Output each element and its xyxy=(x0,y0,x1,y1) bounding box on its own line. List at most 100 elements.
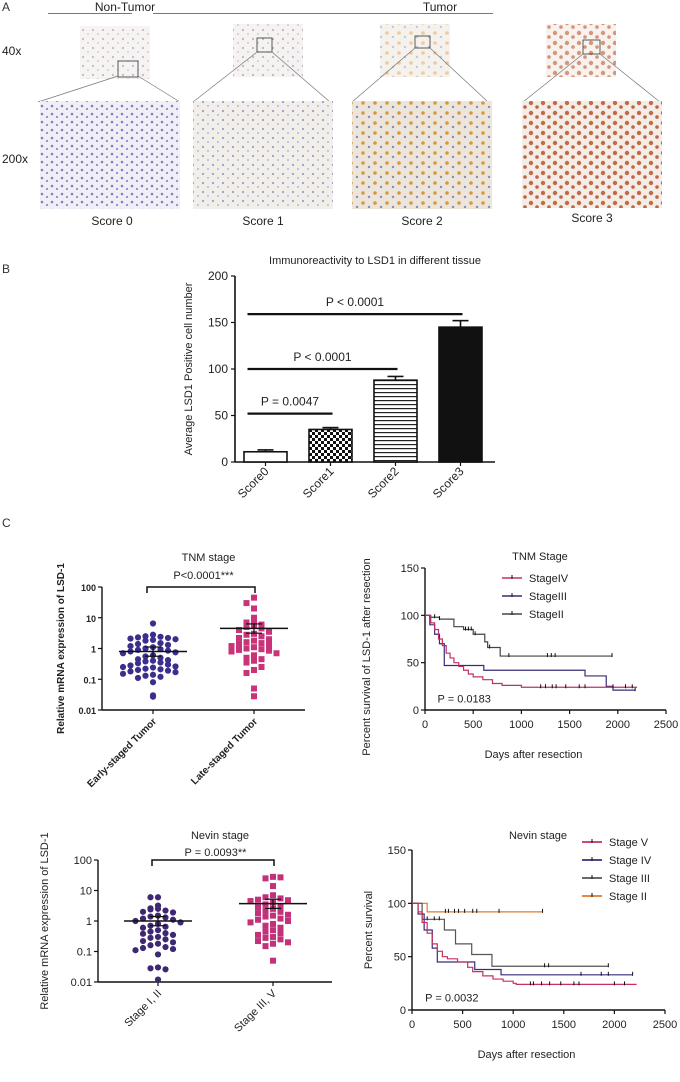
data-point xyxy=(134,674,142,682)
x-tick-label: 2500 xyxy=(653,1019,677,1031)
data-point xyxy=(247,919,254,926)
y-tick-label: 10 xyxy=(80,886,92,898)
data-point xyxy=(154,940,162,947)
y-tick-label: 0.01 xyxy=(78,706,96,716)
y-tick-label: 100 xyxy=(81,583,96,593)
data-point xyxy=(147,942,154,949)
y-tick-label: 50 xyxy=(394,952,406,964)
data-point xyxy=(262,894,269,901)
data-point xyxy=(154,976,162,983)
data-point xyxy=(127,662,134,669)
legend-label: Stage IV xyxy=(609,855,652,867)
x-tick-label: 0 xyxy=(422,719,428,731)
x-tick-label: 500 xyxy=(464,719,482,731)
survival-curve xyxy=(425,614,638,688)
data-point xyxy=(157,666,164,673)
x-tick-label: Late-staged Tumor xyxy=(189,716,260,787)
y-tick-label: 0 xyxy=(221,455,228,469)
data-point xyxy=(258,640,265,647)
y-axis-label: Relative mRNA expression of LSD-1 xyxy=(56,563,67,734)
data-point xyxy=(262,922,269,929)
y-tick-label: 0 xyxy=(400,1005,406,1017)
significance-bracket xyxy=(146,586,256,593)
x-tick-label: 2000 xyxy=(602,1019,626,1031)
data-point xyxy=(262,913,269,920)
legend-label: Stage II xyxy=(609,891,647,903)
survival-chart-nevin: Nevin stage Percent survival Days after re… xyxy=(363,830,677,1061)
data-point xyxy=(164,656,172,664)
data-point xyxy=(134,640,142,648)
data-point xyxy=(277,924,284,931)
significance-bracket xyxy=(151,859,275,866)
data-point xyxy=(139,924,147,931)
x-tick-label: 0 xyxy=(409,1019,415,1031)
data-point xyxy=(243,645,250,652)
group-underline-non-tumor xyxy=(48,13,132,14)
data-point xyxy=(149,631,157,638)
data-point xyxy=(262,943,269,950)
data-point xyxy=(157,673,164,680)
data-point xyxy=(162,914,169,921)
data-point xyxy=(149,693,157,700)
data-point xyxy=(251,685,257,692)
data-point xyxy=(139,915,147,922)
legend-label: StageII xyxy=(529,609,564,621)
y-tick-label: 150 xyxy=(208,316,228,330)
significance-label: P = 0.0047 xyxy=(261,395,319,409)
survival-chart-tnm: TNM Stage Percent survival of LSD-1 after… xyxy=(361,551,678,761)
y-tick-label: 150 xyxy=(388,845,406,857)
zoom-box-score2 xyxy=(414,35,431,49)
data-point xyxy=(177,919,184,926)
data-point xyxy=(262,934,269,941)
chart-title: Immunoreactivity to LSD1 in different ti… xyxy=(269,255,481,267)
data-point xyxy=(243,669,250,676)
y-tick-label: 100 xyxy=(401,610,419,622)
data-point xyxy=(236,646,242,653)
x-tick-label: 2500 xyxy=(654,719,678,731)
data-point xyxy=(164,634,172,642)
survival-curve xyxy=(425,614,613,657)
data-point xyxy=(134,660,142,667)
data-point xyxy=(243,654,250,661)
group-label-non-tumor: Non-Tumor xyxy=(94,0,156,14)
significance-label: P<0.0001*** xyxy=(173,570,234,582)
group-label-tumor: Tumor xyxy=(422,0,458,14)
data-point xyxy=(277,908,284,915)
data-point xyxy=(270,957,276,964)
data-point xyxy=(277,903,284,910)
data-point xyxy=(251,652,257,659)
scatter-chart-nevin: Nevin stage Relative mRNA expression of L… xyxy=(39,830,332,1035)
x-tick-label: Stage I, II xyxy=(122,988,164,1030)
data-point xyxy=(154,905,162,912)
p-value-annotation: P = 0.0183 xyxy=(438,693,491,705)
data-point xyxy=(147,894,154,901)
scatter-chart-tnm: TNM stage Relative mRNA expression of LSD… xyxy=(56,552,305,790)
data-point xyxy=(236,626,242,633)
data-point xyxy=(270,892,276,899)
data-point xyxy=(285,911,291,918)
data-point xyxy=(251,644,257,651)
group-underline-tumor xyxy=(153,13,493,14)
data-point xyxy=(251,666,257,673)
thumbnail-40x-score0 xyxy=(80,26,150,79)
data-point xyxy=(258,633,265,640)
data-point xyxy=(149,620,157,627)
data-point xyxy=(164,647,172,654)
data-point xyxy=(277,930,284,937)
data-point xyxy=(169,939,177,946)
y-tick-label: 100 xyxy=(208,362,228,376)
thumbnail-40x-score1 xyxy=(233,24,303,77)
data-point xyxy=(251,630,257,637)
survival-curve xyxy=(412,902,637,985)
chart-title: Nevin stage xyxy=(509,830,567,842)
data-point xyxy=(157,639,164,647)
data-point xyxy=(134,666,142,674)
data-point xyxy=(258,656,265,663)
data-point xyxy=(270,940,276,947)
y-tick-label: 0 xyxy=(413,705,419,717)
x-tick-label: Score2 xyxy=(365,464,402,501)
y-tick-label: 0.1 xyxy=(83,675,96,685)
data-point xyxy=(154,933,162,941)
data-point xyxy=(142,672,149,679)
legend-label: Stage V xyxy=(609,837,649,849)
